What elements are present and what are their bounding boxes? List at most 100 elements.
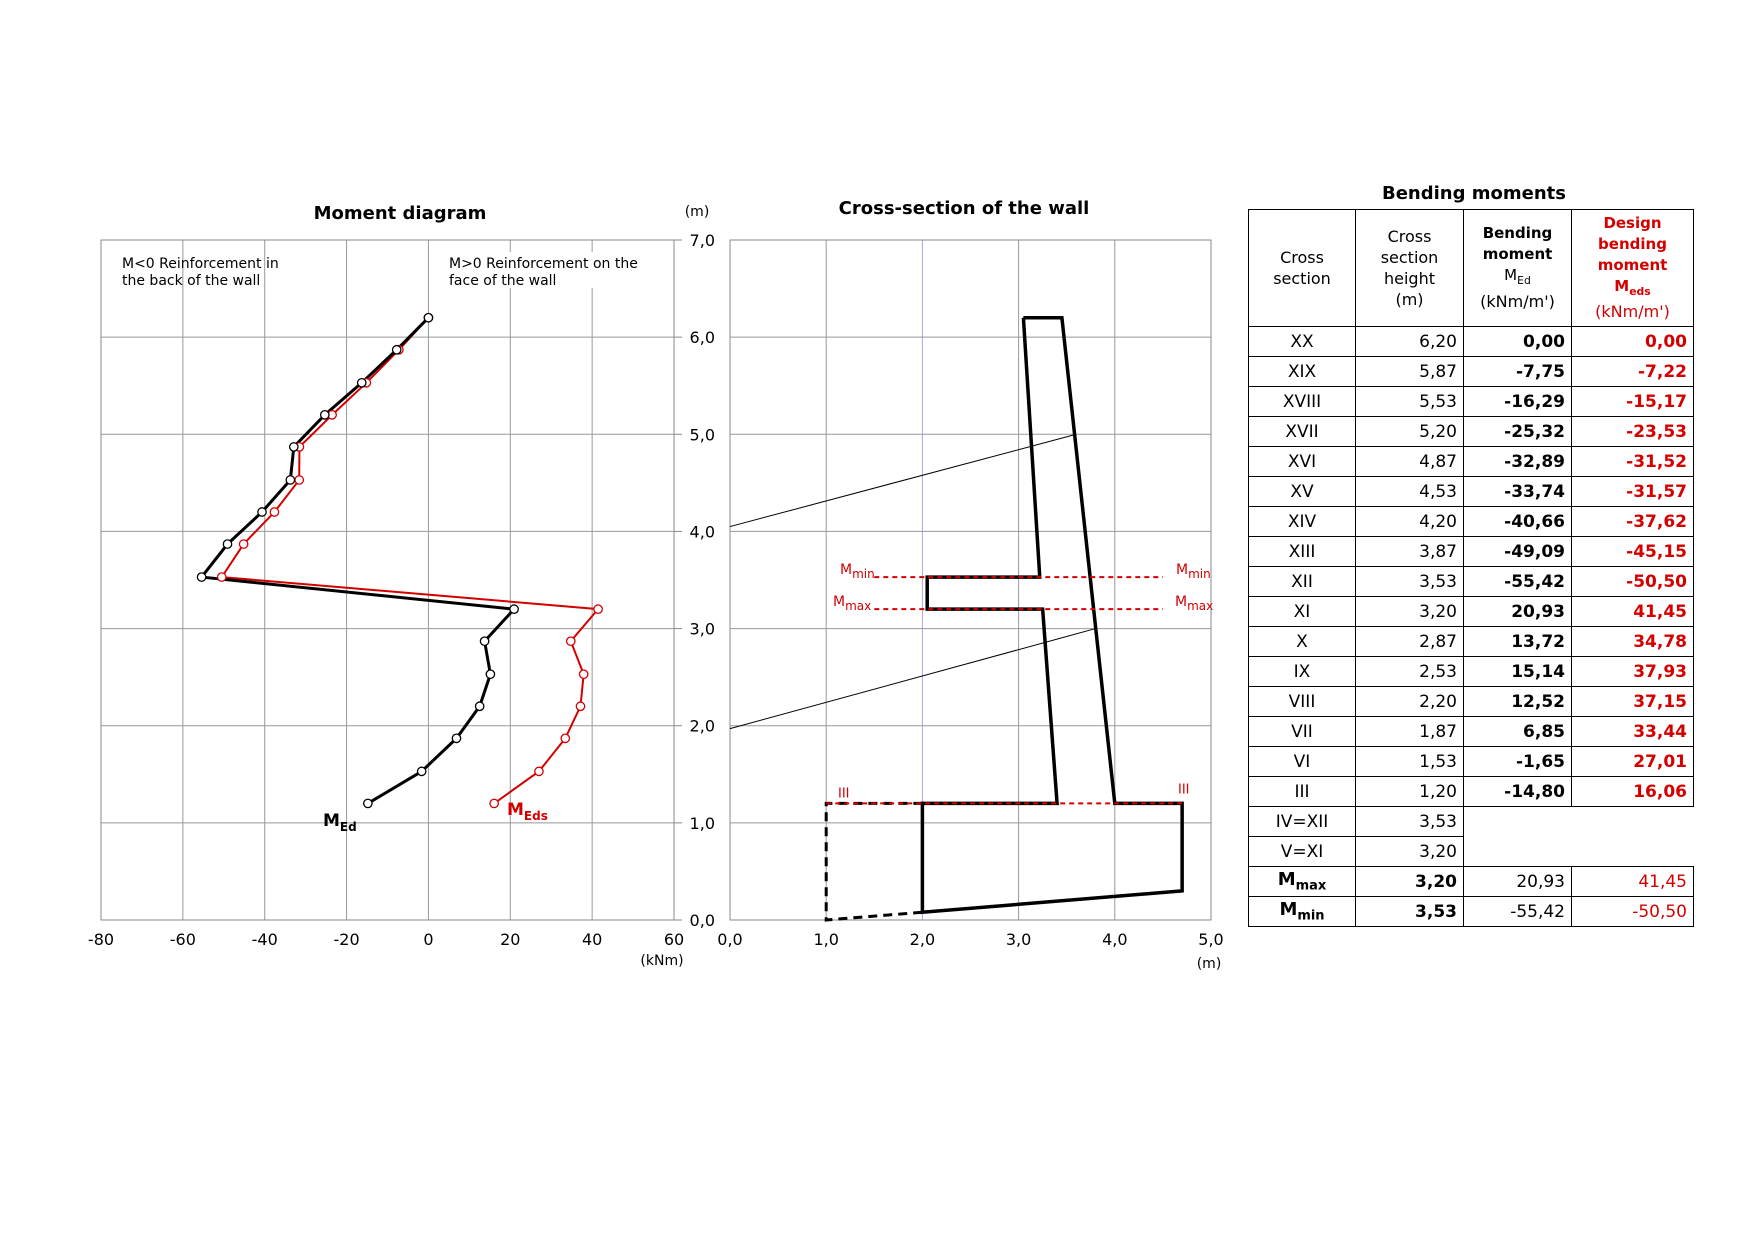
cs-slope-line-2 bbox=[729, 628, 1096, 730]
md-ytick-label: 0,0 bbox=[690, 911, 715, 930]
cell-med: -16,29 bbox=[1463, 386, 1572, 417]
cell-meds: -50,50 bbox=[1571, 896, 1694, 927]
point-MEd bbox=[288, 442, 299, 452]
series-line-MEds bbox=[219, 317, 601, 805]
table-row: XVIII 5,53 -16,29 -15,17 bbox=[1248, 386, 1694, 417]
cell-section: IX bbox=[1248, 656, 1356, 687]
cell-med: 20,93 bbox=[1463, 596, 1572, 627]
cell-meds: 27,01 bbox=[1571, 746, 1694, 777]
cell-med: 13,72 bbox=[1463, 626, 1572, 657]
cell-section: V=XI bbox=[1248, 836, 1356, 867]
cell-height: 4,87 bbox=[1355, 446, 1464, 477]
cs-x-unit: (m) bbox=[1197, 956, 1222, 972]
cs-xtick-label: 0,0 bbox=[717, 930, 742, 949]
table-row-extra: IV=XII 3,53 bbox=[1248, 806, 1694, 837]
cell-height: 6,20 bbox=[1355, 326, 1464, 357]
header-height: Cross section height (m) bbox=[1355, 209, 1464, 327]
cell-height: 5,20 bbox=[1355, 416, 1464, 447]
md-xtick-label: -80 bbox=[88, 930, 114, 949]
cross-section-diagram: Cross-section of the wall Mmin Mmin Mmax Mm… bbox=[717, 198, 1223, 972]
md-ytick-label: 1,0 bbox=[690, 814, 715, 833]
table-row: XVII 5,20 -25,32 -23,53 bbox=[1248, 416, 1694, 447]
cell-height: 2,87 bbox=[1355, 626, 1464, 657]
cell-med: -55,42 bbox=[1463, 566, 1572, 597]
cell-meds: 37,15 bbox=[1571, 686, 1694, 717]
point-MEd bbox=[509, 604, 519, 614]
cs-xtick-label: 2,0 bbox=[910, 930, 935, 949]
md-ytick-label: 7,0 bbox=[690, 231, 715, 250]
md-xtick-label: 20 bbox=[500, 930, 520, 949]
cell-height: 3,20 bbox=[1355, 596, 1464, 627]
cell-height: 3,53 bbox=[1355, 896, 1464, 927]
mmax-label-left: Mmax bbox=[833, 594, 871, 613]
point-MEds bbox=[593, 604, 603, 614]
table-row: XI 3,20 20,93 41,45 bbox=[1248, 596, 1694, 627]
table-row: XVI 4,87 -32,89 -31,52 bbox=[1248, 446, 1694, 477]
cell-height: 2,53 bbox=[1355, 656, 1464, 687]
point-MEd bbox=[257, 507, 267, 517]
table-row: VI 1,53 -1,65 27,01 bbox=[1248, 746, 1694, 777]
moment-note-right-2: face of the wall bbox=[449, 273, 556, 289]
series-line-MEd bbox=[198, 316, 518, 805]
cell-section: VIII bbox=[1248, 686, 1356, 717]
cell-section: XV bbox=[1248, 476, 1356, 507]
cell-section: XI bbox=[1248, 596, 1356, 627]
cell-section: XX bbox=[1248, 326, 1356, 357]
moment-x-unit: (kNm) bbox=[640, 953, 683, 969]
cs-slope-line-1 bbox=[729, 433, 1077, 528]
cell-meds: -31,52 bbox=[1571, 446, 1694, 477]
md-ytick-label: 4,0 bbox=[690, 522, 715, 541]
cell-section: XIII bbox=[1248, 536, 1356, 567]
point-MEd bbox=[319, 410, 330, 420]
cs-xtick-label: 3,0 bbox=[1006, 930, 1031, 949]
point-MEd bbox=[485, 669, 496, 680]
cell-med: 20,93 bbox=[1463, 866, 1572, 897]
cell-meds: -23,53 bbox=[1571, 416, 1694, 447]
cell-meds: -50,50 bbox=[1571, 566, 1694, 597]
cell-section: XIX bbox=[1248, 356, 1356, 387]
cell-meds: 16,06 bbox=[1571, 776, 1694, 807]
md-ytick-label: 2,0 bbox=[690, 717, 715, 736]
table-row: X 2,87 13,72 34,78 bbox=[1248, 626, 1694, 657]
cell-section: XVI bbox=[1248, 446, 1356, 477]
table-row: XII 3,53 -55,42 -50,50 bbox=[1248, 566, 1694, 597]
md-xtick-label: 0 bbox=[423, 930, 433, 949]
cell-height: 5,87 bbox=[1355, 356, 1464, 387]
cell-height: 1,20 bbox=[1355, 776, 1464, 807]
cell-section: IV=XII bbox=[1248, 806, 1356, 837]
table-row: VIII 2,20 12,52 37,15 bbox=[1248, 686, 1694, 717]
table-row: XIII 3,87 -49,09 -45,15 bbox=[1248, 536, 1694, 567]
point-MEd bbox=[423, 312, 434, 323]
table-row-summary: Mmax 3,20 20,93 41,45 bbox=[1248, 866, 1694, 897]
moment-plot-frame bbox=[100, 239, 675, 921]
table-row: XV 4,53 -33,74 -31,57 bbox=[1248, 476, 1694, 507]
moment-note-left-2: the back of the wall bbox=[122, 273, 260, 289]
md-xtick-label: -40 bbox=[252, 930, 278, 949]
point-MEds bbox=[560, 733, 571, 744]
cell-section: VII bbox=[1248, 716, 1356, 747]
header-med: Bending moment MEd (kNm/m') bbox=[1463, 209, 1572, 327]
moment-diagram: Moment diagram (m) M<0 Reinforcement in … bbox=[88, 203, 715, 969]
table-row: XX 6,20 0,00 0,00 bbox=[1248, 326, 1694, 357]
cell-med: 6,85 bbox=[1463, 716, 1572, 747]
point-MEds bbox=[565, 636, 576, 647]
point-MEd bbox=[363, 798, 373, 809]
point-MEd bbox=[356, 377, 367, 388]
cs-xtick-label: 4,0 bbox=[1102, 930, 1127, 949]
cell-meds: 34,78 bbox=[1571, 626, 1694, 657]
cell-section: VI bbox=[1248, 746, 1356, 777]
iii-label-right: III bbox=[1178, 782, 1190, 797]
table-row: VII 1,87 6,85 33,44 bbox=[1248, 716, 1694, 747]
md-xtick-label: 60 bbox=[664, 930, 684, 949]
cell-meds: -37,62 bbox=[1571, 506, 1694, 537]
cell-section: X bbox=[1248, 626, 1356, 657]
cell-meds: -7,22 bbox=[1571, 356, 1694, 387]
cell-med: -32,89 bbox=[1463, 446, 1572, 477]
md-ytick-label: 3,0 bbox=[690, 620, 715, 639]
cs-xtick-label: 5,0 bbox=[1198, 930, 1223, 949]
cell-height: 1,87 bbox=[1355, 716, 1464, 747]
cell-med: -33,74 bbox=[1463, 476, 1572, 507]
cell-med: -7,75 bbox=[1463, 356, 1572, 387]
cell-med: 12,52 bbox=[1463, 686, 1572, 717]
mmax-label-right: Mmax bbox=[1175, 594, 1213, 613]
